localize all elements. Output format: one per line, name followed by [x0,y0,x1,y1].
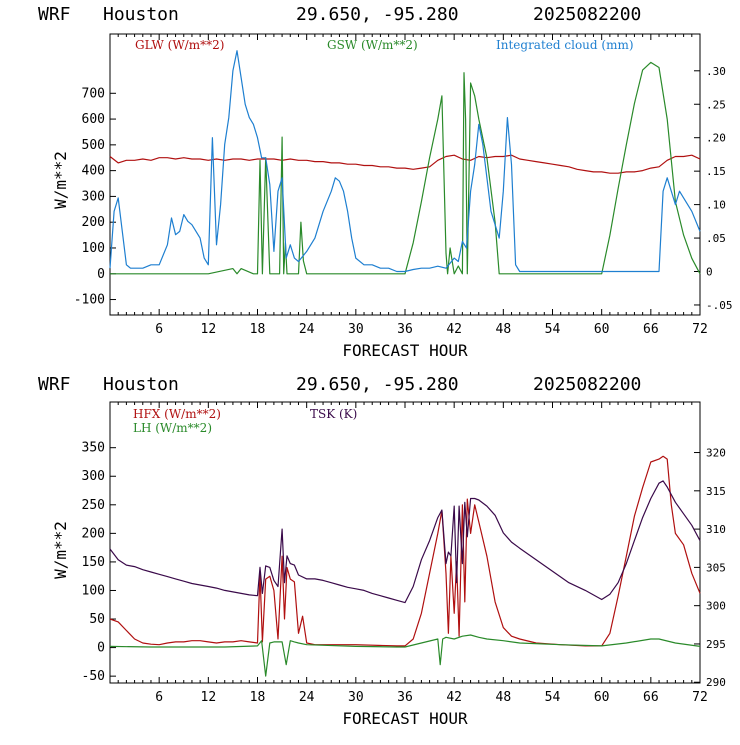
right-tick-label: 305 [706,561,726,574]
y-tick-label: 50 [89,612,105,627]
y-tick-label: -50 [82,669,105,684]
right-tick-label: 300 [706,600,726,613]
header-coords: 29.650, -95.280 [296,374,459,395]
x-tick-label: 54 [545,322,561,337]
header-city: Houston [103,374,179,395]
right-ticks: 290 295 300 305 310 315 320 [694,447,726,689]
legend-gsw: GSW (W/m**2) [327,38,418,52]
x-tick-label: 18 [250,322,266,337]
y-tick-label: 0 [97,267,105,282]
y-axis-label: W/m**2 [51,521,70,579]
y-axis-label: W/m**2 [51,151,70,209]
y-tick-label: -100 [74,293,105,308]
series [109,50,701,275]
header-city: Houston [103,4,179,25]
right-tick-label: 0 [706,266,713,279]
x-axis-label: FORECAST HOUR [342,709,468,728]
x-tick-label: 36 [397,690,413,705]
right-tick-label: 315 [706,485,726,498]
x-tick-label: 12 [201,690,217,705]
y-tick-label: 700 [82,86,105,101]
legend-lh: LH (W/m**2) [133,421,212,435]
y-tick-label: 350 [82,441,105,456]
right-tick-label: .25 [706,98,726,111]
y-tick-label: 100 [82,583,105,598]
legend-cloud: Integrated cloud (mm) [496,38,634,52]
x-tick-label: 12 [201,322,217,337]
right-tick-label: .05 [706,232,726,245]
header-model: WRF [38,4,71,25]
x-tick-label: 72 [692,322,708,337]
right-tick-label: -.05 [706,299,733,312]
series-line-hfx [109,455,701,647]
x-tick-label: 42 [446,690,462,705]
x-ticks: 6 12 18 24 30 36 42 48 54 60 66 72 [117,34,708,337]
x-tick-label: 6 [155,690,163,705]
y-tick-label: 150 [82,555,105,570]
series-line-lh [109,634,701,677]
y-tick-label: 200 [82,215,105,230]
right-tick-label: .30 [706,65,726,78]
x-tick-label: 48 [496,322,512,337]
legend-glw: GLW (W/m**2) [135,38,224,52]
right-tick-label: .10 [706,199,726,212]
right-tick-label: 295 [706,638,726,651]
x-tick-label: 42 [446,322,462,337]
x-axis-label: FORECAST HOUR [342,341,468,360]
header-model: WRF [38,374,71,395]
x-tick-label: 30 [348,322,364,337]
chart-1: WRF Houston 29.650, -95.280 2025082200 F… [38,4,733,360]
header-run: 2025082200 [533,374,641,395]
y-tick-label: 400 [82,164,105,179]
x-tick-label: 24 [299,690,315,705]
header-coords: 29.650, -95.280 [296,4,459,25]
legend-hfx: HFX (W/m**2) [133,407,221,421]
x-tick-label: 6 [155,322,163,337]
y-tick-label: 300 [82,469,105,484]
x-tick-label: 60 [594,690,610,705]
x-tick-label: 60 [594,322,610,337]
chart-2: WRF Houston 29.650, -95.280 2025082200 F… [38,374,726,728]
y-tick-label: 200 [82,526,105,541]
series [109,455,701,677]
series-line-tsk [109,480,701,604]
x-tick-label: 54 [545,690,561,705]
x-tick-label: 36 [397,322,413,337]
series-line-gsw [110,61,701,275]
y-tick-label: 600 [82,112,105,127]
right-tick-label: .20 [706,132,726,145]
y-tick-label: 500 [82,138,105,153]
right-tick-label: 310 [706,523,726,536]
y-tick-label: 250 [82,498,105,513]
y-tick-label: 0 [97,641,105,656]
y-tick-label: 300 [82,189,105,204]
y-ticks: -50 0 50 100 150 200 250 300 350 [82,441,116,684]
x-tick-label: 72 [692,690,708,705]
right-tick-label: 290 [706,676,726,689]
header-run: 2025082200 [533,4,641,25]
x-tick-label: 66 [643,322,659,337]
series-line-glw [109,154,701,174]
y-tick-label: 100 [82,241,105,256]
x-tick-label: 66 [643,690,659,705]
x-tick-label: 48 [496,690,512,705]
x-tick-label: 30 [348,690,364,705]
x-tick-label: 18 [250,690,266,705]
x-ticks: 6 12 18 24 30 36 42 48 54 60 66 72 [117,402,708,705]
x-tick-label: 24 [299,322,315,337]
right-tick-label: 320 [706,447,726,460]
right-ticks: -.05 0 .05 .10 .15 .20 .25 .30 [694,65,733,312]
right-tick-label: .15 [706,165,726,178]
series-line-integrated [109,50,701,273]
legend-tsk: TSK (K) [310,407,357,421]
